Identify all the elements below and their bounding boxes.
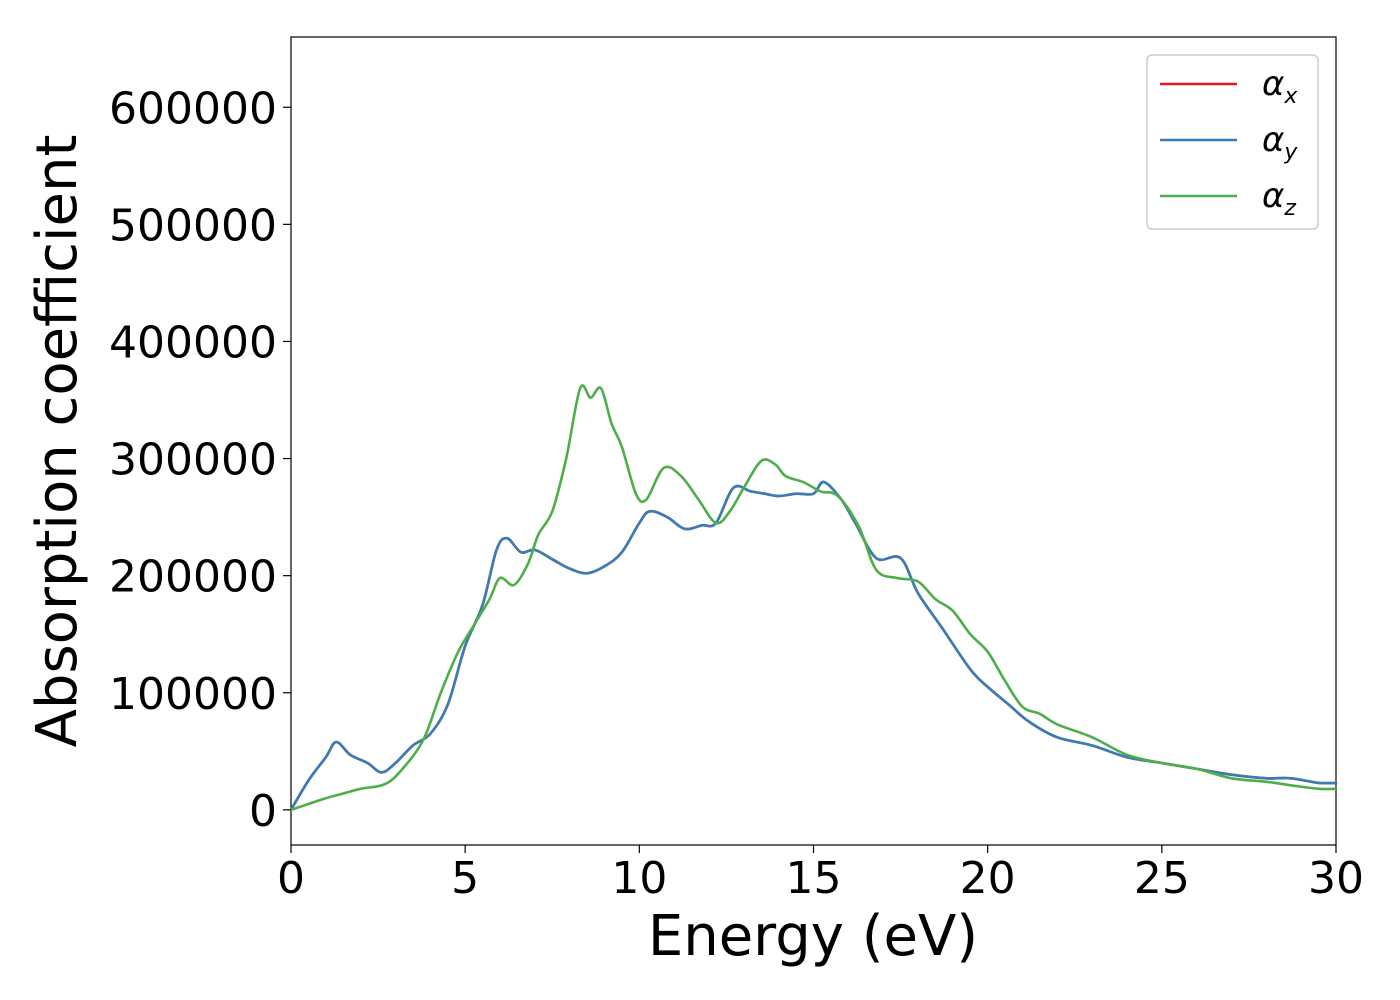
y-tick-label: 600000 xyxy=(109,83,277,134)
y-tick-label: 200000 xyxy=(109,552,277,603)
y-tick-label: 0 xyxy=(249,786,277,837)
x-tick-label: 10 xyxy=(611,853,667,904)
y-tick-label: 300000 xyxy=(109,435,277,486)
y-tick-label: 500000 xyxy=(109,200,277,251)
x-tick-label: 25 xyxy=(1134,853,1190,904)
series-layer xyxy=(289,384,1338,812)
x-tick-label: 20 xyxy=(960,853,1016,904)
y-tick-label: 400000 xyxy=(109,317,277,368)
x-tick-label: 15 xyxy=(786,853,842,904)
y-axis-label: Absorption coefficient xyxy=(25,135,90,748)
x-axis-ticks: 0 5 10 15 20 25 30 xyxy=(277,845,1364,904)
legend-box xyxy=(1146,54,1319,230)
x-tick-label: 0 xyxy=(277,853,305,904)
y-tick-label: 100000 xyxy=(109,669,277,720)
series-line-z xyxy=(289,384,1338,812)
y-axis-ticks: 0 100000 200000 300000 400000 500000 600000 xyxy=(109,83,291,837)
x-tick-label: 5 xyxy=(451,853,479,904)
x-axis-label: Energy (eV) xyxy=(648,904,978,969)
x-tick-label: 30 xyxy=(1308,853,1364,904)
